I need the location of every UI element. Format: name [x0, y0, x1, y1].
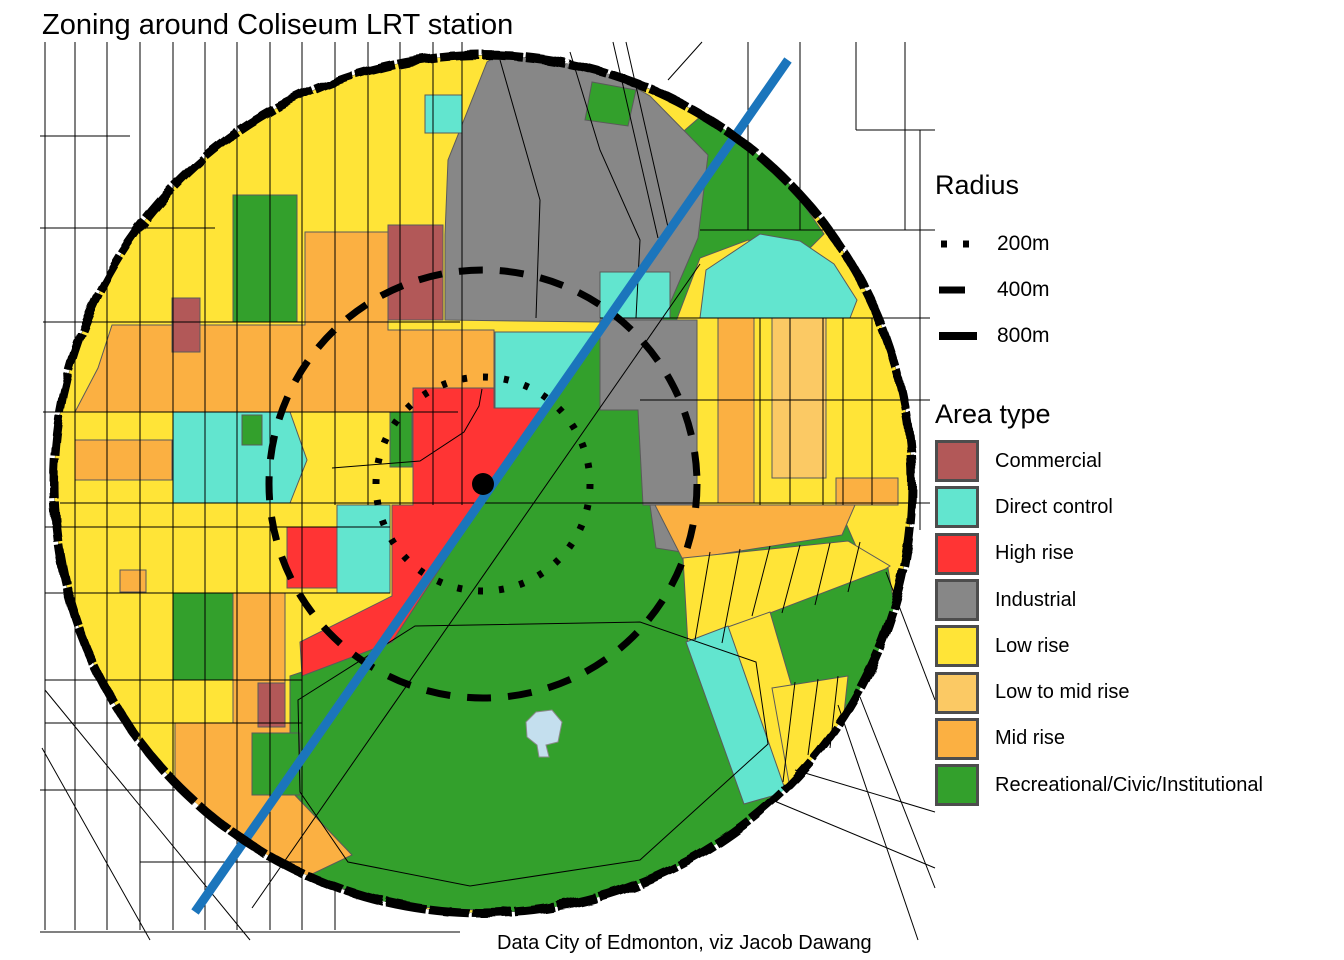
strip-parcel-lines-segment — [807, 678, 819, 756]
strip-parcel-lines-segment — [782, 681, 796, 783]
page-title: Zoning around Coliseum LRT station — [42, 9, 520, 42]
lake — [525, 709, 563, 758]
zone-commercial-3 — [257, 682, 286, 728]
area-type-item: Low to mid rise — [935, 669, 1335, 715]
zone-highrise-west — [286, 526, 338, 589]
color-swatch-high-rise — [935, 532, 979, 575]
overlay-layer — [49, 50, 917, 918]
area-type-label: Low rise — [995, 634, 1070, 657]
zone-orange-right-col — [717, 317, 755, 504]
zone-dc-topright-blob — [699, 233, 858, 319]
zone-industrial-main — [444, 55, 709, 323]
area-type-label: Industrial — [995, 588, 1077, 611]
radius-400m-circle — [265, 266, 701, 702]
street-diagonals — [41, 41, 936, 941]
street-diagonals-segment — [771, 799, 936, 869]
radius-800m-boundary — [49, 50, 917, 918]
zone-orange-left2 — [74, 439, 173, 481]
area-type-item: Low rise — [935, 623, 1335, 669]
strip-parcel-lines-segment — [694, 551, 711, 641]
area-type-label: High rise — [995, 542, 1074, 565]
area-type-item: Industrial — [935, 577, 1335, 623]
strip-parcel-lines-segment — [751, 545, 771, 617]
color-swatch-low-rise — [935, 625, 979, 668]
park-outline — [297, 621, 769, 887]
zone-industrial-strip — [599, 319, 698, 506]
zone-dc-nearred — [336, 504, 391, 594]
zone-green-in-industrial — [584, 81, 637, 127]
radius-item-label: 800m — [997, 324, 1050, 347]
area-type-label: Direct control — [995, 495, 1113, 518]
color-swatch-industrial — [935, 579, 979, 622]
street-diagonals-segment — [667, 41, 703, 81]
street-diagonals-segment — [859, 696, 936, 889]
street-grid-right-vertical — [747, 42, 921, 530]
dotted-line-icon — [941, 240, 975, 248]
strip-parcel-lines-segment — [814, 542, 831, 606]
area-type-item: Direct control — [935, 484, 1335, 530]
radius-legend-title: Radius — [935, 170, 1020, 200]
area-type-label: Recreational/Civic/Institutional — [995, 773, 1263, 796]
color-swatch-low-to-mid-rise — [935, 671, 979, 714]
zone-green-topleft — [232, 194, 298, 323]
station-access-road — [331, 388, 483, 469]
data-credit-caption: Data City of Edmonton, viz Jacob Dawang — [493, 932, 876, 955]
street-diagonals-segment — [885, 571, 936, 701]
area-type-item: High rise — [935, 531, 1335, 577]
industrial-road-4 — [625, 41, 671, 237]
area-type-legend-title: Area type — [935, 399, 1051, 429]
radius-item-label: 200m — [997, 232, 1050, 255]
strip-parcel-lines-segment — [847, 541, 861, 593]
street-diagonals-segment — [41, 747, 151, 941]
area-type-item: Recreational/Civic/Institutional — [935, 762, 1335, 808]
industrial-road-1 — [499, 59, 541, 319]
station-dot — [472, 473, 494, 495]
street-layer — [40, 41, 936, 941]
area-type-item: Commercial — [935, 438, 1335, 484]
area-type-item: Mid rise — [935, 716, 1335, 762]
color-swatch-direct-control — [935, 486, 979, 529]
radius-item-label: 400m — [997, 278, 1050, 301]
zone-orange-right-small — [835, 477, 899, 506]
zone-green-bottomleft — [172, 592, 234, 681]
radius-item-800m: 800m — [935, 313, 1335, 359]
radius-item-200m: 200m — [935, 221, 1335, 267]
strip-parcel-lines-segment — [721, 548, 741, 644]
zone-commercial-1 — [171, 297, 201, 353]
zone-orange-right-band — [654, 504, 856, 561]
color-swatch-mid-rise — [935, 717, 979, 760]
radius-legend: 200m 400m 800m — [935, 221, 1335, 359]
zone-orange-small-left — [119, 569, 147, 593]
zone-dc-left — [172, 411, 308, 504]
area-type-label: Commercial — [995, 449, 1102, 472]
radius-item-400m: 400m — [935, 267, 1335, 313]
strip-parcel-lines-segment — [781, 544, 801, 614]
area-type-label: Mid rise — [995, 727, 1066, 750]
street-diagonals-segment — [44, 689, 251, 941]
zone-dc-top-small — [424, 94, 463, 134]
area-type-legend: Commercial Direct control High rise Indu… — [935, 438, 1335, 808]
color-swatch-recreational — [935, 764, 979, 807]
zone-lowmid-right-col — [771, 317, 827, 479]
color-swatch-commercial — [935, 440, 979, 483]
dashed-line-icon — [939, 286, 965, 294]
legend-panel: Radius 200m 400m 800m Area type Commerci… — [935, 170, 1335, 808]
street-diagonals-segment — [837, 704, 919, 941]
radius-200m-circle — [372, 373, 594, 595]
zone-green-tiny-cyan — [241, 414, 263, 446]
strip-parcel-lines — [694, 541, 861, 783]
solid-line-icon — [939, 332, 977, 340]
rail-diagonal — [251, 263, 701, 909]
area-type-label: Low to mid rise — [995, 681, 1130, 704]
street-diagonals-segment — [794, 769, 936, 813]
